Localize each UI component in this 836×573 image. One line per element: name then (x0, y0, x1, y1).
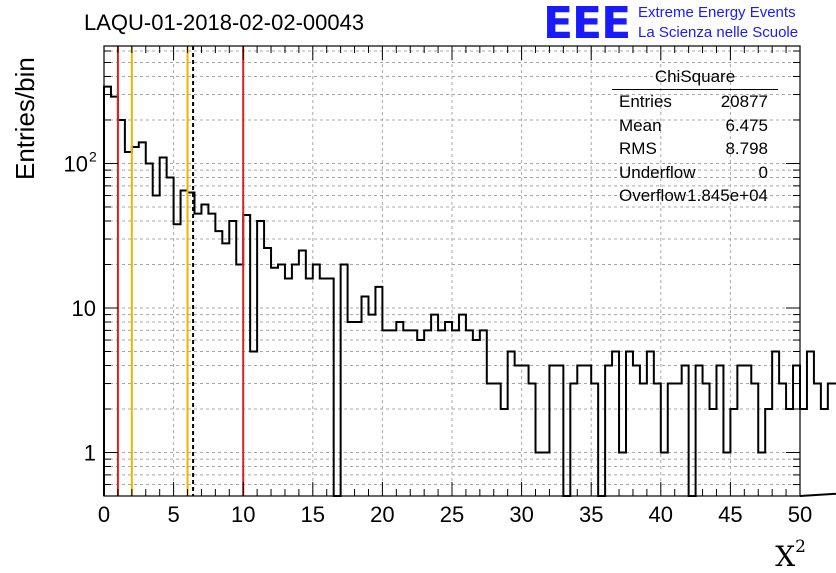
y-axis-label: Entries/bin (10, 57, 40, 180)
x-tick-label: 15 (301, 502, 325, 527)
logo-line-1: Extreme Energy Events (638, 4, 796, 21)
x-tick-label: 50 (788, 502, 812, 527)
stats-value: 0 (758, 162, 768, 182)
histogram-outline (103, 85, 836, 497)
stats-key: Entries (619, 92, 672, 111)
x-tick-label: 25 (440, 502, 464, 527)
stats-value: 20877 (720, 92, 768, 111)
stats-key: Underflow (619, 162, 696, 182)
grid (104, 46, 800, 496)
stats-value: 8.798 (725, 139, 768, 159)
logo-line-2: La Scienza nelle Scuole (638, 24, 799, 41)
x-axis-label-main: X (775, 540, 796, 573)
x-tick-label: 40 (649, 502, 673, 527)
x-tick-label: 0 (98, 502, 110, 527)
logo-mark: EEE (543, 0, 631, 49)
stats-row-overflow: Overflow 1.845e+04 (612, 184, 778, 208)
x-tick-label: 30 (509, 502, 533, 527)
stats-row-rms: RMS 8.798 (612, 137, 778, 161)
stats-row-entries: Entries 20877 (612, 90, 778, 114)
x-axis-label: X2 (775, 537, 806, 573)
axis-ticks (103, 46, 801, 497)
stats-row-mean: Mean 6.475 (612, 114, 778, 138)
stats-key: RMS (619, 139, 657, 159)
y-tick-label: 10 (64, 151, 88, 176)
reference-lines (116, 46, 245, 496)
y-tick-label: 10 (72, 296, 96, 321)
stats-title: ChiSquare (612, 66, 778, 90)
stats-box: ChiSquare Entries 20877 Mean 6.475 RMS 8… (612, 66, 778, 208)
stats-value: 6.475 (725, 115, 768, 135)
x-tick-label: 10 (231, 502, 255, 527)
x-tick-label: 35 (579, 502, 603, 527)
stats-value: 1.845e+04 (687, 186, 768, 206)
x-tick-label: 20 (370, 502, 394, 527)
stats-key: Overflow (619, 186, 687, 206)
stats-key: Mean (619, 115, 662, 135)
stats-row-underflow: Underflow 0 (612, 161, 778, 185)
x-tick-label: 5 (167, 502, 179, 527)
y-tick-label: 1 (84, 440, 96, 465)
y-tick-label-exponent: 2 (89, 148, 97, 164)
histogram-series (103, 85, 836, 497)
x-axis-label-sup: 2 (795, 537, 806, 557)
run-title: LAQU-01-2018-02-02-00043 (84, 10, 365, 35)
x-tick-label: 45 (718, 502, 742, 527)
